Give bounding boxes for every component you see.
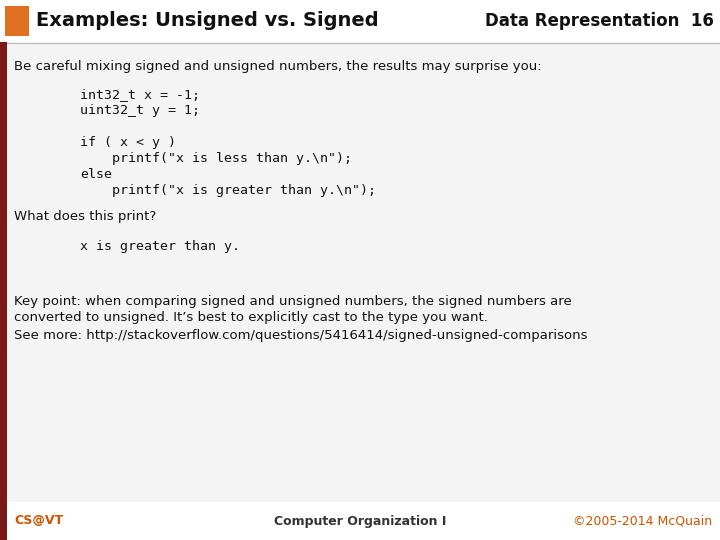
Text: x is greater than y.: x is greater than y.: [80, 240, 240, 253]
Text: CS@VT: CS@VT: [14, 515, 63, 528]
Text: Key point: when comparing signed and unsigned numbers, the signed numbers are: Key point: when comparing signed and uns…: [14, 295, 572, 308]
Text: converted to unsigned. It’s best to explicitly cast to the type you want.: converted to unsigned. It’s best to expl…: [14, 311, 488, 324]
Text: See more: http://stackoverflow.com/questions/5416414/signed-unsigned-comparisons: See more: http://stackoverflow.com/quest…: [14, 329, 588, 342]
Bar: [0, 42, 7, 502]
Text: printf("x is greater than y.\n");: printf("x is greater than y.\n");: [80, 184, 376, 197]
Text: What does this print?: What does this print?: [14, 210, 156, 223]
Bar: [5, 6, 29, 36]
Text: Be careful mixing signed and unsigned numbers, the results may surprise you:: Be careful mixing signed and unsigned nu…: [14, 60, 541, 73]
Text: uint32_t y = 1;: uint32_t y = 1;: [80, 104, 200, 117]
Text: if ( x < y ): if ( x < y ): [80, 136, 176, 149]
Text: Computer Organization I: Computer Organization I: [274, 515, 446, 528]
Bar: [0, 502, 7, 540]
Text: else: else: [80, 168, 112, 181]
Text: Examples: Unsigned vs. Signed: Examples: Unsigned vs. Signed: [36, 11, 379, 30]
Text: printf("x is less than y.\n");: printf("x is less than y.\n");: [80, 152, 352, 165]
Text: ©2005-2014 McQuain: ©2005-2014 McQuain: [573, 515, 712, 528]
Text: Data Representation  16: Data Representation 16: [485, 12, 714, 30]
Text: int32_t x = -1;: int32_t x = -1;: [80, 88, 200, 101]
